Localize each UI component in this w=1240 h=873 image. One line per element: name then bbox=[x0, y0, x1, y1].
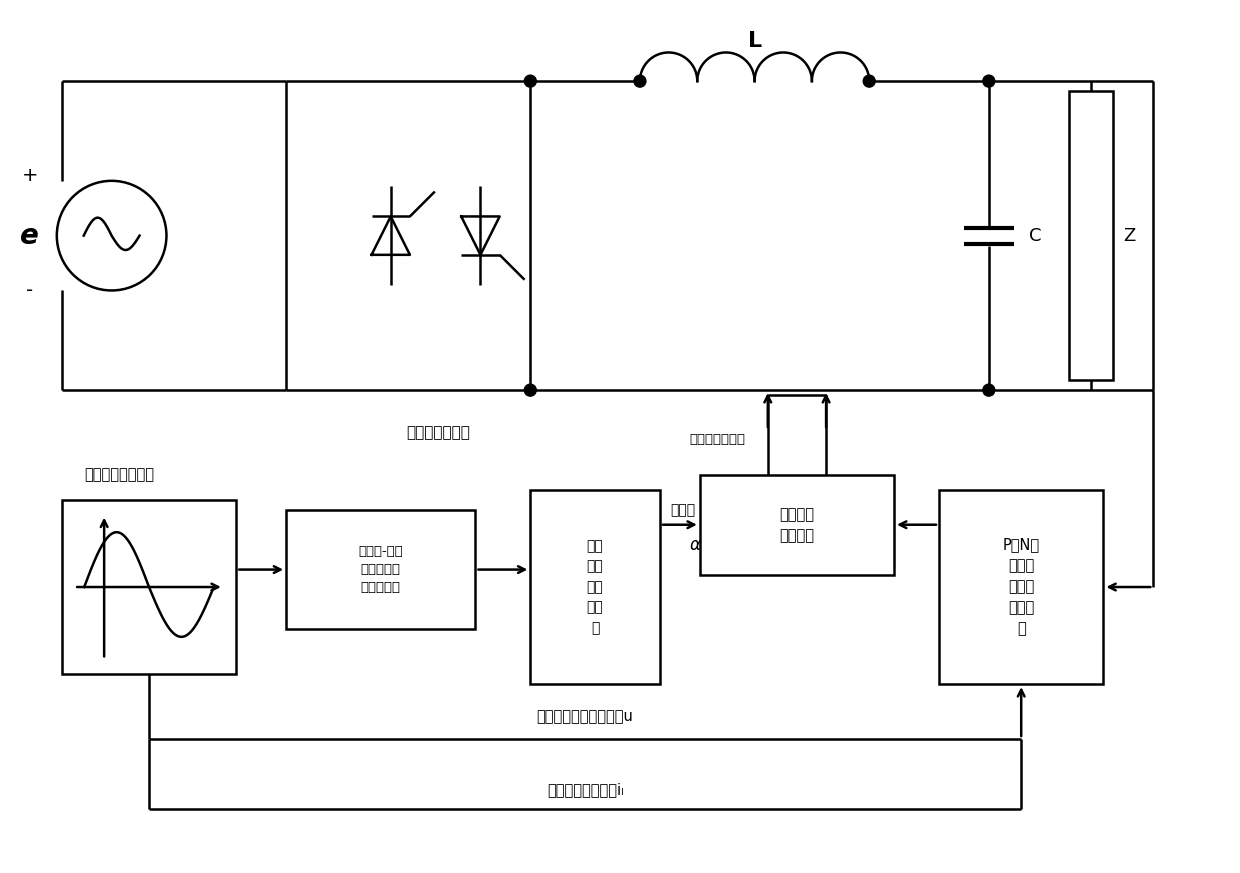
Text: Z: Z bbox=[1123, 227, 1136, 244]
Circle shape bbox=[983, 384, 994, 396]
Bar bbox=[939, 490, 1104, 684]
Text: L: L bbox=[748, 31, 761, 52]
Text: +: + bbox=[21, 167, 38, 185]
Text: P或N组
整流桥
的切换
控制环
节: P或N组 整流桥 的切换 控制环 节 bbox=[1003, 538, 1040, 636]
Circle shape bbox=[863, 75, 875, 87]
Text: 触发角-平均
输出电压表
格生成环节: 触发角-平均 输出电压表 格生成环节 bbox=[358, 545, 403, 594]
Text: 触发脉冲
控制环节: 触发脉冲 控制环节 bbox=[780, 506, 815, 543]
Text: 波形数据采样环节: 波形数据采样环节 bbox=[84, 467, 154, 482]
Circle shape bbox=[525, 384, 536, 396]
Text: 触发
角更
新算
法环
节: 触发 角更 新算 法环 节 bbox=[587, 539, 604, 636]
Text: 整流桥驱动信号: 整流桥驱动信号 bbox=[689, 434, 745, 446]
Bar bbox=[62, 500, 237, 674]
Bar bbox=[1069, 91, 1114, 380]
Text: -: - bbox=[26, 281, 33, 300]
Circle shape bbox=[525, 75, 536, 87]
Text: e: e bbox=[20, 222, 40, 250]
Text: α: α bbox=[689, 536, 701, 553]
Text: C: C bbox=[1029, 227, 1042, 244]
Text: 触发角: 触发角 bbox=[670, 503, 694, 517]
Text: 输入电源模块电压数据u: 输入电源模块电压数据u bbox=[537, 709, 634, 724]
Bar bbox=[286, 510, 475, 629]
Circle shape bbox=[634, 75, 646, 87]
Text: 负载模块电流数据iₗ: 负载模块电流数据iₗ bbox=[547, 782, 624, 797]
Bar bbox=[699, 475, 894, 574]
Circle shape bbox=[983, 75, 994, 87]
Text: 反向并联整流桥: 反向并联整流桥 bbox=[407, 425, 470, 440]
Bar bbox=[531, 490, 660, 684]
